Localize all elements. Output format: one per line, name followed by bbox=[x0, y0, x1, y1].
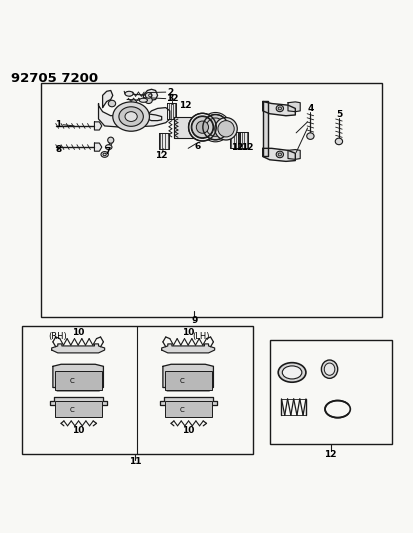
Text: 12: 12 bbox=[179, 101, 192, 110]
Bar bbox=[270, 340, 392, 444]
Ellipse shape bbox=[125, 112, 137, 122]
Polygon shape bbox=[167, 103, 176, 119]
Ellipse shape bbox=[324, 363, 335, 375]
Text: 12: 12 bbox=[166, 94, 178, 103]
Text: 10: 10 bbox=[72, 426, 84, 435]
Polygon shape bbox=[159, 133, 169, 149]
Polygon shape bbox=[53, 364, 103, 391]
Text: 12: 12 bbox=[241, 143, 254, 151]
Polygon shape bbox=[52, 344, 104, 353]
Ellipse shape bbox=[196, 121, 209, 133]
Polygon shape bbox=[160, 397, 217, 405]
Text: 4: 4 bbox=[307, 104, 313, 113]
Ellipse shape bbox=[307, 133, 314, 139]
Text: 7: 7 bbox=[105, 147, 111, 156]
Ellipse shape bbox=[203, 115, 228, 140]
Text: 1: 1 bbox=[55, 120, 61, 129]
Ellipse shape bbox=[189, 114, 216, 141]
Ellipse shape bbox=[108, 100, 116, 107]
Text: 6: 6 bbox=[195, 142, 201, 151]
Ellipse shape bbox=[201, 112, 230, 142]
Polygon shape bbox=[143, 89, 158, 100]
Ellipse shape bbox=[282, 366, 302, 379]
Polygon shape bbox=[230, 133, 240, 148]
Ellipse shape bbox=[215, 118, 237, 140]
Ellipse shape bbox=[276, 105, 283, 112]
Polygon shape bbox=[263, 148, 295, 161]
Ellipse shape bbox=[218, 120, 234, 137]
Ellipse shape bbox=[119, 107, 143, 126]
Text: 92705 7200: 92705 7200 bbox=[11, 72, 98, 85]
Text: 10: 10 bbox=[182, 426, 195, 435]
Ellipse shape bbox=[191, 116, 214, 139]
Ellipse shape bbox=[125, 91, 133, 96]
Polygon shape bbox=[288, 102, 300, 112]
Ellipse shape bbox=[113, 102, 150, 131]
Bar bbox=[55, 401, 102, 417]
Text: 11: 11 bbox=[129, 457, 141, 466]
Ellipse shape bbox=[108, 137, 114, 143]
Polygon shape bbox=[238, 133, 248, 148]
Text: 8: 8 bbox=[55, 144, 61, 154]
Polygon shape bbox=[99, 103, 170, 127]
Text: C: C bbox=[180, 407, 185, 413]
Polygon shape bbox=[95, 143, 102, 151]
Bar bbox=[55, 371, 102, 390]
Text: (RH): (RH) bbox=[48, 333, 67, 342]
Bar bbox=[164, 371, 212, 390]
Polygon shape bbox=[163, 364, 214, 391]
Text: 5: 5 bbox=[336, 110, 342, 119]
Text: 2: 2 bbox=[168, 87, 174, 96]
Text: 12: 12 bbox=[325, 450, 337, 459]
Bar bbox=[41, 83, 382, 318]
Ellipse shape bbox=[145, 97, 152, 103]
Ellipse shape bbox=[101, 151, 108, 157]
Ellipse shape bbox=[276, 151, 283, 158]
Text: (LH): (LH) bbox=[192, 333, 210, 342]
Ellipse shape bbox=[145, 93, 152, 98]
Ellipse shape bbox=[105, 144, 112, 150]
Ellipse shape bbox=[321, 360, 338, 378]
Polygon shape bbox=[161, 344, 215, 353]
Polygon shape bbox=[95, 122, 102, 130]
Polygon shape bbox=[263, 101, 295, 116]
Ellipse shape bbox=[139, 98, 147, 102]
Bar bbox=[164, 401, 212, 417]
Polygon shape bbox=[288, 150, 300, 159]
Text: 9: 9 bbox=[191, 316, 197, 325]
Text: 10: 10 bbox=[182, 328, 195, 337]
Text: C: C bbox=[70, 377, 74, 384]
Text: 12: 12 bbox=[154, 151, 167, 160]
Polygon shape bbox=[50, 397, 107, 405]
Text: 10: 10 bbox=[72, 328, 84, 337]
Bar bbox=[174, 117, 203, 138]
Text: 3: 3 bbox=[168, 94, 174, 103]
Ellipse shape bbox=[278, 362, 306, 382]
Polygon shape bbox=[263, 101, 268, 157]
Text: C: C bbox=[70, 407, 74, 413]
Polygon shape bbox=[102, 91, 113, 108]
Bar bbox=[22, 326, 252, 454]
Ellipse shape bbox=[335, 138, 343, 144]
Text: C: C bbox=[180, 377, 185, 384]
Text: 12: 12 bbox=[231, 143, 244, 151]
